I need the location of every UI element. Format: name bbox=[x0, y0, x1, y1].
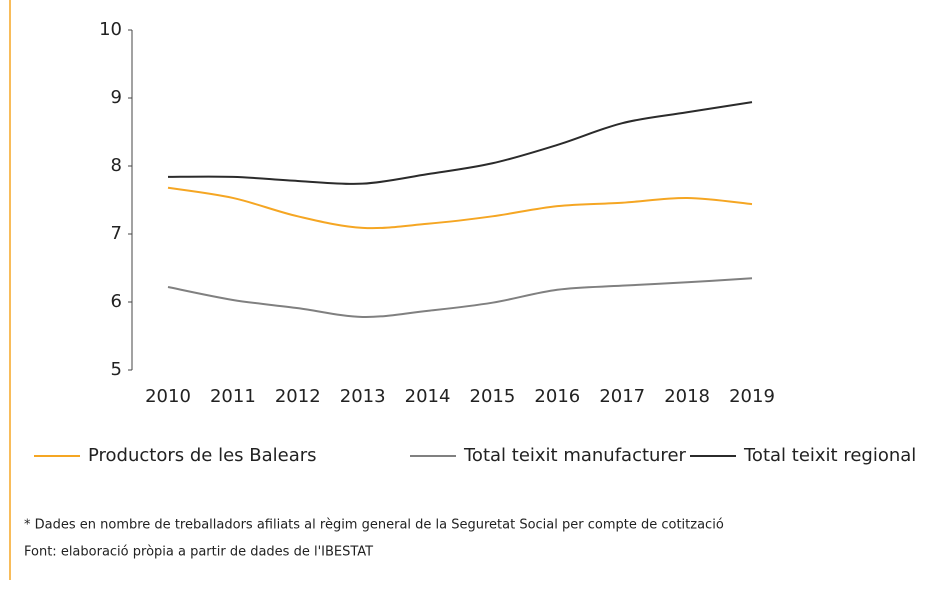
x-tick-label: 2015 bbox=[470, 386, 516, 407]
x-tick-label: 2012 bbox=[275, 386, 321, 407]
line bbox=[167, 186, 753, 230]
legend-label: Productors de les Balears bbox=[88, 445, 317, 466]
y-tick-label: 10 bbox=[99, 19, 122, 40]
x-tick-label: 2013 bbox=[340, 386, 386, 407]
y-tick-label: 9 bbox=[111, 87, 122, 108]
y-tick-label: 8 bbox=[111, 155, 122, 176]
x-tick-label: 2016 bbox=[534, 386, 580, 407]
y-tick-label: 7 bbox=[111, 223, 122, 244]
legend-label: Total teixit manufacturer bbox=[463, 445, 687, 466]
line bbox=[167, 277, 753, 318]
y-tick-label: 5 bbox=[111, 359, 122, 380]
x-tick-label: 2014 bbox=[405, 386, 451, 407]
note: Font: elaboració pròpia a partir de dade… bbox=[24, 545, 373, 560]
note: * Dades en nombre de treballadors afilia… bbox=[24, 518, 724, 533]
x-tick-label: 2017 bbox=[599, 386, 645, 407]
x-tick-label: 2018 bbox=[664, 386, 710, 407]
y-tick-label: 6 bbox=[111, 291, 122, 312]
x-tick-label: 2010 bbox=[145, 386, 191, 407]
x-tick-label: 2011 bbox=[210, 386, 256, 407]
line bbox=[167, 101, 753, 185]
x-tick-label: 2019 bbox=[729, 386, 775, 407]
legend-label: Total teixit regional bbox=[743, 445, 916, 466]
